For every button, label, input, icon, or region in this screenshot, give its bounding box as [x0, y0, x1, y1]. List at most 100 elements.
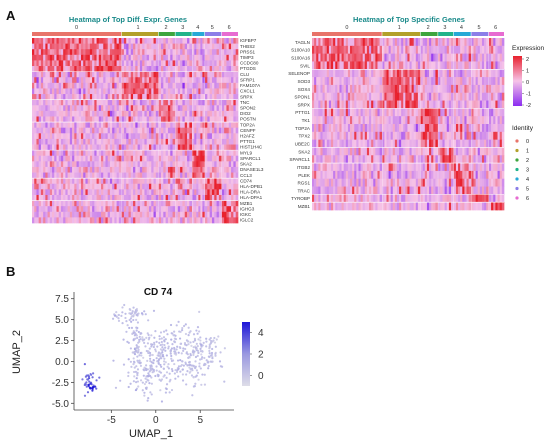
heatmap-cell — [194, 206, 197, 213]
heatmap-cell — [96, 172, 100, 179]
heatmap-cell — [231, 144, 234, 151]
heatmap-cell — [495, 186, 498, 195]
heatmap-cell — [312, 178, 315, 187]
heatmap-cell — [109, 99, 113, 106]
heatmap-cell — [388, 186, 392, 195]
heatmap-cell — [83, 144, 86, 151]
heatmap-cell — [38, 144, 42, 151]
heatmap-cell — [87, 71, 91, 78]
heatmap-cell — [54, 49, 57, 56]
heatmap-cell — [103, 183, 106, 190]
heatmap-cell — [155, 127, 159, 134]
heatmap-cell — [83, 217, 86, 224]
heatmap-cell — [347, 116, 351, 125]
heatmap-cell — [390, 77, 394, 86]
heatmap-cell — [448, 38, 452, 47]
heatmap-cell — [451, 77, 454, 86]
heatmap-cell — [158, 110, 162, 117]
heatmap-cell — [328, 100, 332, 109]
heatmap-cell — [101, 200, 104, 207]
heatmap-cell — [92, 189, 95, 196]
heatmap-cell — [462, 108, 465, 117]
heatmap-cell — [32, 116, 35, 123]
heatmap-cell — [146, 194, 150, 201]
gene-label: CCL3 — [240, 173, 252, 178]
heatmap-cell — [196, 82, 199, 89]
heatmap-cell — [80, 49, 84, 56]
heatmap-cell — [202, 211, 205, 218]
heatmap-cell — [158, 183, 162, 190]
heatmap-cell — [233, 161, 237, 168]
heatmap-cell — [105, 172, 109, 179]
heatmap-cell — [135, 43, 138, 50]
heatmap-cell — [497, 53, 501, 62]
heatmap-cell — [198, 116, 201, 123]
heatmap-cell — [442, 202, 445, 211]
heatmap-cell — [314, 170, 317, 180]
heatmap-cell — [49, 211, 53, 218]
heatmap-cell — [165, 82, 169, 89]
heatmap-cell — [146, 43, 150, 50]
heatmap-cell — [224, 116, 227, 123]
heatmap-cell — [72, 116, 75, 123]
heatmap-cell — [85, 110, 89, 117]
heatmap-cell — [69, 77, 73, 84]
heatmap-cell — [151, 150, 154, 157]
heatmap-cell — [202, 116, 205, 123]
heatmap-cell — [58, 155, 62, 162]
heatmap-cell — [475, 69, 479, 78]
heatmap-cell — [396, 139, 400, 148]
heatmap-cell — [435, 45, 438, 54]
heatmap-cell — [224, 133, 227, 140]
heatmap-cell — [49, 161, 53, 168]
heatmap-cell — [146, 189, 150, 196]
heatmap-cell — [420, 202, 424, 211]
heatmap-cell — [488, 155, 492, 164]
heatmap-cell — [34, 122, 37, 129]
heatmap-cell — [146, 200, 150, 207]
heatmap-cell — [475, 155, 479, 164]
heatmap-cell — [133, 150, 136, 157]
heatmap-cell — [128, 77, 132, 84]
heatmap-cell — [314, 84, 317, 94]
heatmap-cell — [63, 54, 66, 61]
heatmap-cell — [396, 202, 400, 211]
gene-label: CENPF — [240, 128, 256, 133]
heatmap-cell — [405, 77, 408, 86]
heatmap-cell — [123, 144, 127, 151]
heatmap-cell — [322, 163, 326, 172]
heatmap-cell — [497, 84, 501, 94]
heatmap-cell — [67, 138, 71, 145]
heatmap-cell — [96, 217, 100, 224]
heatmap-cell — [341, 108, 345, 117]
heatmap-cell — [216, 178, 220, 185]
heatmap-cell — [137, 144, 141, 151]
heatmap-cell — [354, 77, 357, 86]
heatmap-cell — [379, 84, 383, 94]
heatmap-cell — [63, 38, 66, 44]
heatmap-cell — [417, 84, 421, 94]
heatmap-cell — [411, 186, 415, 195]
heatmap-cell — [52, 49, 55, 56]
heatmap-cell — [101, 127, 104, 134]
heatmap-cell — [184, 66, 188, 72]
heatmap-cell — [177, 77, 181, 84]
heatmap-cell — [316, 202, 319, 211]
heatmap-cell — [314, 147, 317, 156]
heatmap-diff-expr-title: Heatmap of Top Diff. Expr. Genes — [69, 15, 187, 24]
heatmap-cell — [142, 178, 145, 185]
heatmap-cell — [429, 53, 432, 62]
heatmap-cell — [83, 178, 86, 185]
heatmap-cell — [52, 144, 55, 151]
heatmap-cell — [67, 155, 71, 162]
heatmap-cell — [114, 200, 117, 207]
heatmap-cell — [347, 124, 351, 133]
heatmap-cell — [32, 178, 35, 185]
heatmap-cell — [49, 71, 53, 78]
heatmap-cell — [198, 43, 201, 50]
heatmap-cell — [200, 94, 203, 101]
heatmap-cell — [328, 45, 332, 54]
heatmap-cell — [209, 54, 213, 61]
heatmap-cell — [80, 166, 84, 173]
heatmap-cell — [420, 155, 424, 164]
